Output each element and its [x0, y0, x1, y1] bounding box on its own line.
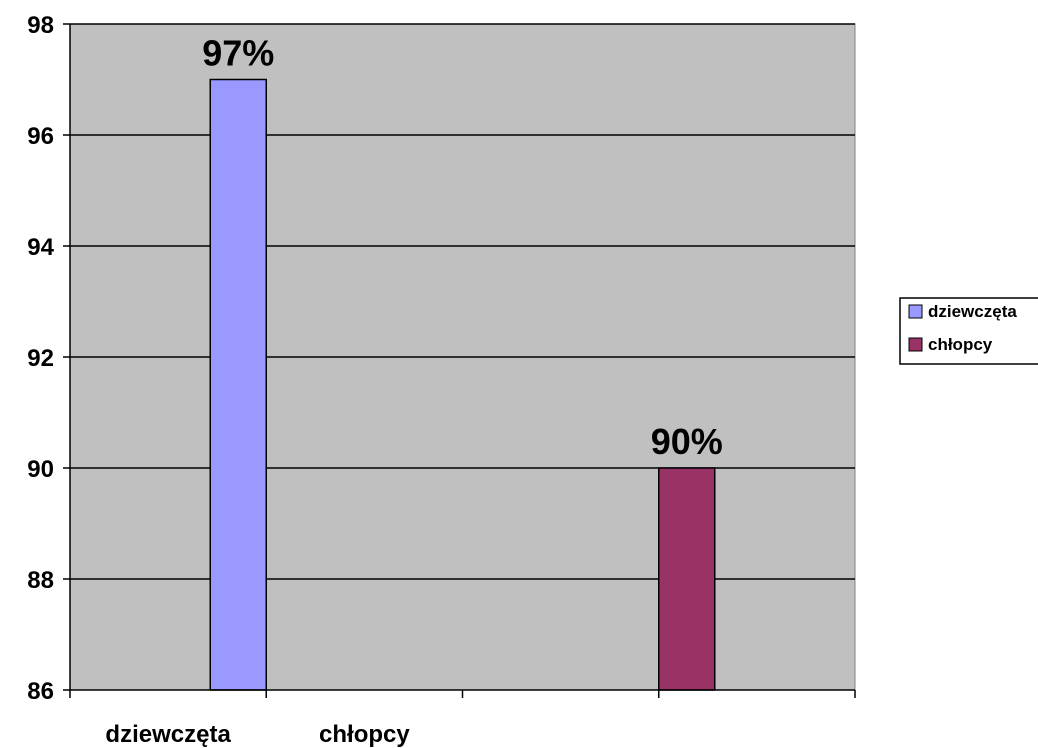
bar-chłopcy [658, 467, 716, 691]
legend-swatch-chlopcy [908, 337, 923, 352]
x-tick-label-1: chłopcy [319, 721, 410, 748]
bars [209, 78, 716, 691]
legend-box [899, 297, 1038, 365]
data-label-dziewczęta: 97% [202, 33, 274, 74]
legend-label-chlopcy: chłopcy [928, 335, 993, 354]
bar-dziewczęta [209, 78, 267, 691]
y-tick-label-98: 98 [27, 12, 54, 39]
legend-label-dziewczeta: dziewczęta [928, 302, 1017, 321]
y-tick-label-92: 92 [27, 345, 54, 372]
y-tick-label-88: 88 [27, 567, 54, 594]
y-tick-label-86: 86 [27, 678, 54, 705]
y-tick-label-96: 96 [27, 123, 54, 150]
legend: dziewczęta chłopcy [899, 297, 1038, 365]
gridlines [70, 23, 855, 580]
labels: 86 88 90 92 94 96 98 97% 90% dziewczęta chłopcy [27, 12, 722, 748]
data-label-chłopcy: 90% [651, 421, 723, 462]
x-tick-label-0: dziewczęta [105, 721, 231, 748]
axes [63, 23, 856, 698]
legend-swatch-dziewczeta [908, 304, 923, 319]
y-tick-label-90: 90 [27, 456, 54, 483]
y-tick-label-94: 94 [27, 234, 54, 261]
